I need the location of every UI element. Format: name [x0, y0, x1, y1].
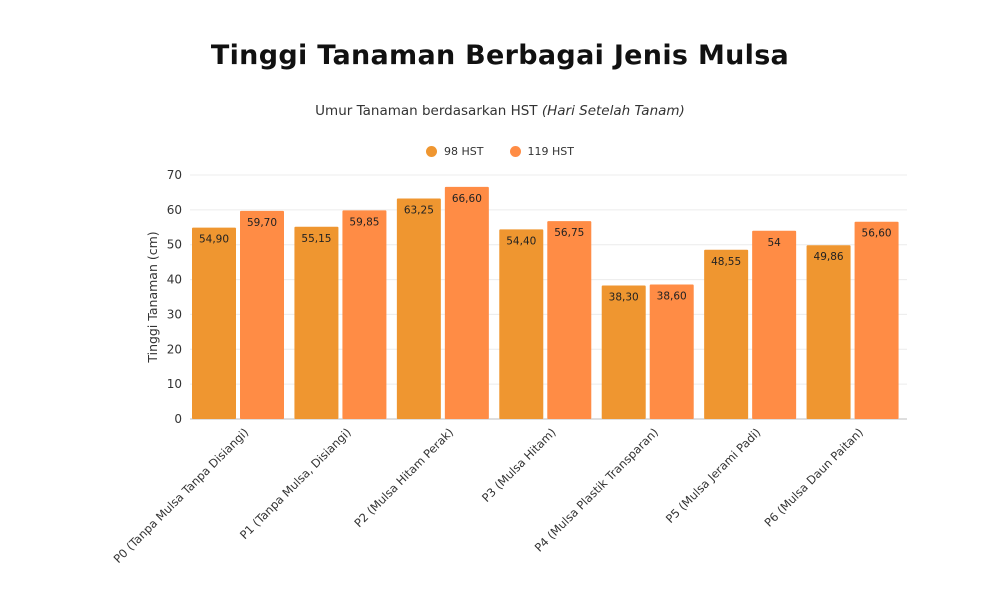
data-label: 54,40: [506, 235, 536, 247]
legend-swatch-119-hst: [509, 146, 521, 157]
legend: 98 HST 119 HST: [0, 145, 1000, 158]
chart-title: Tinggi Tanaman Berbagai Jenis Mulsa: [210, 40, 790, 71]
data-label: 59,85: [349, 216, 379, 228]
chart-subtitle: Umur Tanaman berdasarkan HST (Hari Setel…: [0, 103, 1000, 119]
y-tick-label: 30: [167, 307, 182, 321]
bar: [704, 249, 749, 419]
data-label: 56,75: [554, 227, 584, 239]
bar: [396, 198, 441, 419]
y-tick-label: 70: [167, 168, 182, 182]
bar: [444, 186, 489, 419]
data-label: 49,86: [814, 251, 844, 263]
legend-label-98-hst: 98 HST: [444, 145, 484, 158]
bar: [854, 221, 899, 419]
y-tick-label: 10: [167, 377, 182, 391]
x-tick-label: P1 (Tanpa Mulsa, Disiangi): [237, 425, 354, 542]
bar: [601, 285, 646, 419]
y-axis-label: Tinggi Tanaman (cm): [145, 231, 160, 363]
bar: [499, 229, 544, 419]
x-tick-label: P2 (Mulsa Hitam Perak): [351, 425, 456, 530]
x-tick-label: P3 (Mulsa Hitam): [479, 425, 559, 505]
x-tick-label: P5 (Mulsa Jerami Padi): [663, 425, 764, 526]
data-label: 55,15: [301, 233, 331, 245]
data-label: 56,60: [862, 228, 892, 240]
data-label: 59,70: [247, 217, 277, 229]
legend-item-119-hst: 119 HST: [509, 145, 574, 158]
bar: [806, 245, 851, 419]
chart-subtitle-text: Umur Tanaman berdasarkan HST: [315, 103, 538, 119]
x-tick-label: P6 (Mulsa Daun Paitan): [762, 425, 866, 529]
chart-subtitle-italic: (Hari Setelah Tanam): [541, 103, 685, 119]
data-label: 63,25: [404, 205, 434, 217]
bar: [294, 226, 339, 419]
bar: [752, 230, 797, 419]
y-tick-label: 20: [167, 342, 182, 356]
bar: [547, 221, 592, 419]
data-label: 48,55: [711, 256, 741, 268]
y-tick-label: 50: [167, 238, 182, 252]
bar: [342, 210, 387, 419]
legend-swatch-98-hst: [426, 146, 438, 157]
legend-item-98-hst: 98 HST: [426, 145, 484, 158]
x-tick-label: P4 (Mulsa Plastik Transparan): [532, 425, 661, 554]
data-label: 38,30: [609, 291, 639, 303]
bar: [192, 227, 236, 419]
y-tick-label: 40: [167, 273, 182, 287]
legend-label-119-hst: 119 HST: [527, 145, 574, 158]
bar: [240, 210, 284, 419]
data-label: 54,90: [199, 234, 229, 246]
x-tick-label: P0 (Tanpa Mulsa Tanpa Disiangi): [111, 425, 252, 566]
data-label: 54: [767, 237, 781, 249]
bar: [649, 284, 694, 419]
data-label: 38,60: [657, 290, 687, 302]
y-tick-label: 0: [174, 412, 182, 426]
y-tick-label: 60: [167, 203, 182, 217]
data-label: 66,60: [452, 193, 482, 205]
